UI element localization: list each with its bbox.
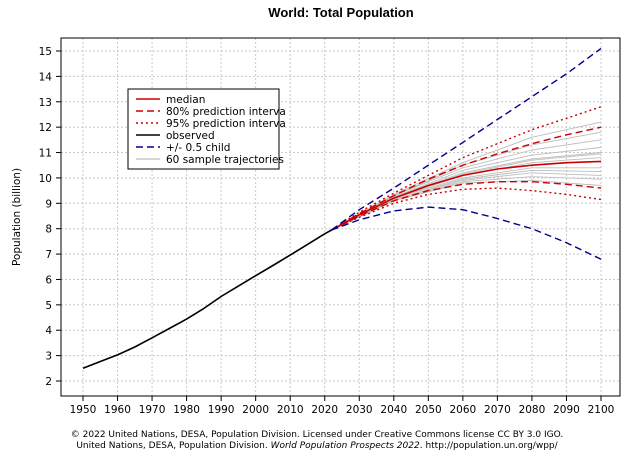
series-line-sample-trajectory xyxy=(331,180,602,231)
footer-citation-prefix: United Nations, DESA, Population Divisio… xyxy=(76,441,271,451)
y-tick-label: 10 xyxy=(39,173,52,185)
footer-citation: United Nations, DESA, Population Divisio… xyxy=(0,441,634,452)
y-tick-label: 14 xyxy=(39,71,53,83)
x-tick-label: 2030 xyxy=(346,404,373,416)
legend-label: 80% prediction interva xyxy=(166,106,286,118)
x-tick-label: 2000 xyxy=(242,404,269,416)
legend-label: median xyxy=(166,94,205,106)
plot-frame xyxy=(60,37,621,397)
x-tick-label: 2100 xyxy=(588,404,615,416)
series-line-95-prediction-interval-upper xyxy=(331,106,602,231)
chart-title: World: Total Population xyxy=(268,5,413,20)
series-layer xyxy=(82,47,602,370)
y-tick-label: 3 xyxy=(45,351,52,363)
legend-label: 95% prediction interva xyxy=(166,118,286,130)
x-tick-label: 2090 xyxy=(553,404,580,416)
y-tick-label: 6 xyxy=(45,274,52,286)
series-line-80-prediction-interval-upper xyxy=(331,126,602,231)
x-tick-label: 1980 xyxy=(173,404,200,416)
y-axis-label: Population (billion) xyxy=(11,168,23,266)
y-tick-label: 4 xyxy=(45,325,52,337)
legend-label: observed xyxy=(166,130,215,142)
x-tick-label: 1970 xyxy=(139,404,166,416)
series-line--0-5-child xyxy=(331,206,602,260)
y-tick-label: 7 xyxy=(45,249,52,261)
x-tick-label: 1950 xyxy=(70,404,97,416)
legend-box xyxy=(127,88,280,170)
y-tick-label: 12 xyxy=(39,122,52,134)
series-line-sample-trajectory xyxy=(331,139,602,231)
y-tick-label: 11 xyxy=(39,148,52,160)
series-line-sample-trajectory xyxy=(331,153,602,231)
x-tick-label: 2040 xyxy=(380,404,407,416)
series-line--0-5-child xyxy=(331,47,602,231)
series-line-80-prediction-interval-lower xyxy=(331,180,602,231)
x-tick-label: 2010 xyxy=(277,404,304,416)
x-tick-label: 1960 xyxy=(104,404,131,416)
series-line-95-prediction-interval-lower xyxy=(331,187,602,231)
footer-citation-title: World Population Prospects 2022 xyxy=(270,441,420,451)
y-tick-label: 13 xyxy=(39,97,52,109)
x-tick-label: 1990 xyxy=(208,404,235,416)
x-tick-label: 2020 xyxy=(311,404,338,416)
x-tick-label: 2050 xyxy=(415,404,442,416)
legend-label: +/- 0.5 child xyxy=(166,142,230,154)
y-tick-label: 8 xyxy=(45,224,52,236)
legend-label: 60 sample trajectories xyxy=(166,154,284,166)
y-tick-label: 2 xyxy=(45,376,52,388)
x-tick-label: 2080 xyxy=(519,404,546,416)
series-line-sample-trajectory xyxy=(331,169,602,231)
axes: 1950 1960 1970 1980 1990 2000 2010 2020 2030 2040… xyxy=(39,46,615,416)
y-tick-label: 15 xyxy=(39,46,52,58)
footer-citation-suffix: . http://population.un.org/wpp/ xyxy=(419,441,558,451)
footer-copyright: © 2022 United Nations, DESA, Population … xyxy=(70,430,564,440)
series-line-sample-trajectory xyxy=(331,167,601,231)
x-tick-label: 2060 xyxy=(449,404,476,416)
y-tick-label: 9 xyxy=(45,198,52,210)
series-line-observed xyxy=(82,229,332,370)
series-line-sample-trajectory xyxy=(331,121,602,231)
y-tick-label: 5 xyxy=(45,300,52,312)
series-line-median xyxy=(331,160,602,231)
x-tick-label: 2070 xyxy=(484,404,511,416)
